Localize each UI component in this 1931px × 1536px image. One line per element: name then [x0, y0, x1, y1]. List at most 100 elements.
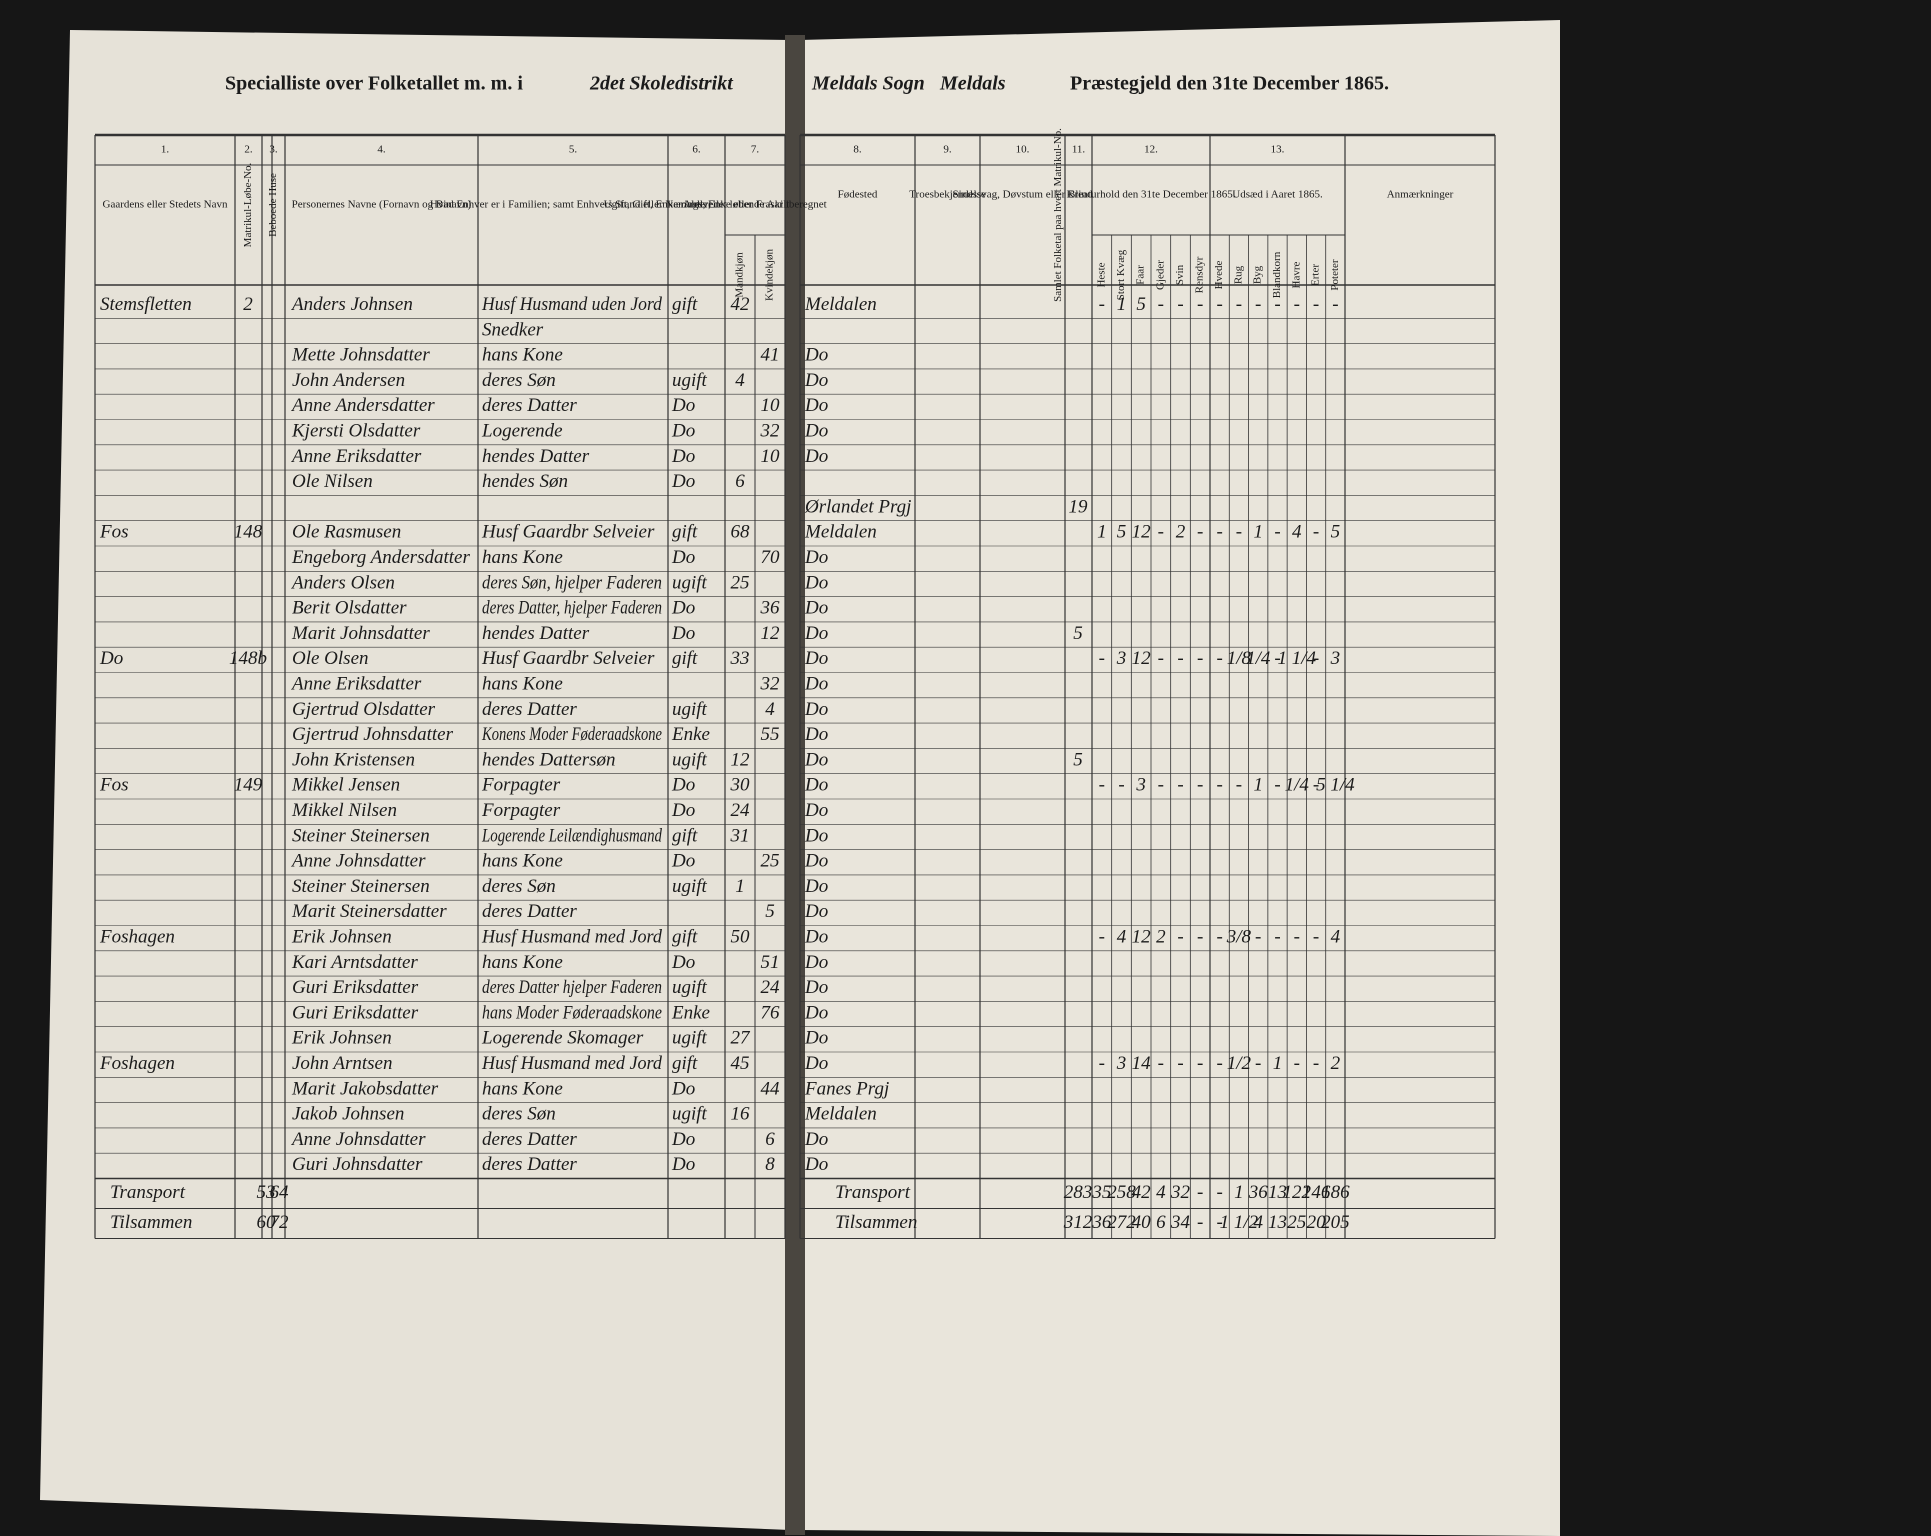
footer-label: Transport [835, 1182, 911, 1203]
column-number: 1. [161, 144, 170, 156]
footer-stock: 13 [1268, 1182, 1287, 1203]
cell-name: Anne Andersdatter [290, 395, 435, 416]
stock-cell: - [1236, 522, 1242, 543]
column-number: 6. [692, 144, 701, 156]
cell-birthplace: Do [804, 395, 828, 416]
stock-cell: - [1313, 775, 1319, 796]
right-page [800, 20, 1560, 1536]
cell-name: Mikkel Nilsen [291, 800, 397, 821]
footer-stock: 4 [1253, 1212, 1263, 1233]
cell-name: Anne Johnsdatter [290, 1129, 426, 1150]
stock-cell: - [1274, 775, 1280, 796]
stock-cell: 3 [1116, 648, 1127, 669]
cell-female: 10 [761, 395, 781, 416]
cell-name: Erik Johnsen [291, 927, 392, 948]
stock-cell: - [1197, 775, 1203, 796]
cell-position: deres Datter [482, 1129, 577, 1150]
cell-status: Do [671, 800, 695, 821]
footer-stock: 6 [1156, 1212, 1166, 1233]
footer-stock: 42 [1132, 1182, 1152, 1203]
footer-stock: 1 1/2 [1220, 1212, 1259, 1233]
footer-stock: 35 [1091, 1182, 1111, 1203]
cell-male: 12 [731, 749, 751, 770]
cell-name: Gjertrud Olsdatter [292, 699, 436, 720]
cell-position: hans Kone [482, 1078, 563, 1099]
cell-position: Husf Gaardbr Selveier [481, 648, 655, 669]
footer-stock: - [1216, 1182, 1222, 1203]
cell-male: 42 [731, 294, 751, 315]
cell-birthplace: Meldalen [804, 294, 877, 315]
stock-cell: - [1177, 927, 1183, 948]
stock-cell: - [1274, 648, 1280, 669]
stock-cell: - [1099, 294, 1105, 315]
cell-name: Engeborg Andersdatter [291, 547, 470, 568]
stock-cell: - [1313, 522, 1319, 543]
cell-name: Marit Johnsdatter [291, 623, 430, 644]
column-label: Beboede Huse [267, 173, 279, 237]
cell-birthplace: Do [804, 1028, 828, 1049]
cell-status: gift [672, 522, 698, 543]
left-title: Specialliste over Folketallet m. m. i [225, 73, 523, 95]
stock-cell: - [1197, 927, 1203, 948]
cell-status: Do [671, 775, 695, 796]
stock-cell: 3 [1116, 1053, 1127, 1074]
stock-cell: 1/4 [1246, 648, 1271, 669]
stock-cell: 1 1/4 [1278, 648, 1317, 669]
cell-birthplace: Do [804, 952, 828, 973]
cell-farm: Do [99, 648, 123, 669]
stock-cell: - [1313, 294, 1319, 315]
cell-male: 1 [735, 876, 745, 897]
cell-status: gift [672, 648, 698, 669]
spine [785, 35, 805, 1535]
cell-female: 55 [761, 724, 780, 745]
cell-name: Anne Johnsdatter [290, 851, 426, 872]
footer-stock: 13 [1268, 1212, 1287, 1233]
stock-cell: 3 [1330, 648, 1341, 669]
cell-position: Husf Husmand uden Jord [481, 294, 662, 315]
column-label: Samlet Folketal paa hvert Matrikul-No. [1052, 128, 1064, 302]
stock-cell: 4 [1292, 522, 1302, 543]
cell-female: 10 [761, 446, 781, 467]
stock-cell: - [1313, 648, 1319, 669]
stock-cell: 1 [1253, 775, 1263, 796]
cell-position: hendes Dattersøn [482, 749, 616, 770]
column-number: 2. [244, 144, 253, 156]
footer-stock: 1 [1234, 1182, 1244, 1203]
cell-position: deres Datter [482, 699, 577, 720]
cell-female: 51 [761, 952, 780, 973]
cell-status: Do [671, 421, 695, 442]
column-number: 7. [751, 144, 760, 156]
cell-name: Gjertrud Johnsdatter [292, 724, 454, 745]
cell-farm: Foshagen [99, 1053, 175, 1074]
cell-farm: Fos [99, 522, 129, 543]
cell-position: hendes Søn [482, 471, 568, 492]
cell-birthplace: Do [804, 800, 828, 821]
cell-name: Ole Nilsen [292, 471, 373, 492]
footer-stock: - [1197, 1182, 1203, 1203]
cell-name: Ole Rasmusen [292, 522, 401, 543]
cell-position: Forpagter [481, 775, 561, 796]
cell-birthplace: Do [804, 825, 828, 846]
cell-status: gift [672, 1053, 698, 1074]
stock-cell: 12 [1132, 522, 1152, 543]
cell-birthplace: Do [804, 977, 828, 998]
cell-position: Snedker [482, 319, 544, 340]
cell-position: hans Kone [482, 547, 563, 568]
column-label: Gaardens eller Stedets Navn [103, 199, 228, 211]
column-number: 5. [569, 144, 578, 156]
cell-name: Anders Olsen [290, 572, 395, 593]
stock-cell: - [1294, 927, 1300, 948]
footer-col11: 312 [1063, 1212, 1093, 1233]
stock-cell: 2 [1331, 1053, 1341, 1074]
column-sub: Stort Kvæg [1115, 249, 1127, 300]
cell-name: Berit Olsdatter [292, 598, 407, 619]
cell-position: deres Datter hjelper Faderen [482, 977, 662, 998]
stock-cell: - [1177, 1053, 1183, 1074]
footer-households: 64 [270, 1182, 290, 1203]
cell-status: Do [671, 446, 695, 467]
cell-female: 44 [761, 1078, 781, 1099]
cell-birthplace: Do [804, 1053, 828, 1074]
column-sub: Rensdyr [1194, 256, 1206, 293]
cell-female: 76 [761, 1002, 781, 1023]
cell-female: 32 [760, 421, 781, 442]
